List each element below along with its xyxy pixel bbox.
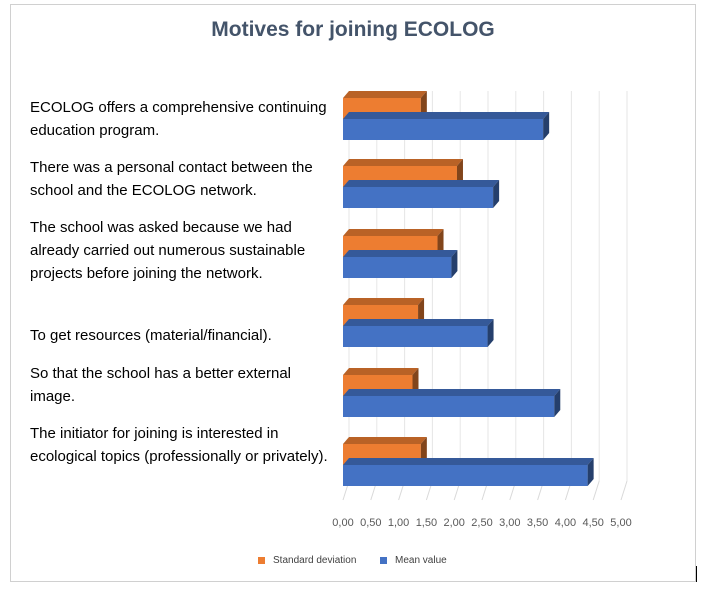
x-tick-label: 2,00 [443,517,464,529]
x-tick-label: 0,00 [332,517,353,529]
legend-swatch-std [258,557,265,564]
bar-std-1-top [343,91,427,98]
category-label-2: There was a personal contact between the… [30,159,313,199]
legend-label-std: Standard deviation [273,555,357,566]
gridline-floor [592,480,600,501]
bar-mean-5 [343,396,555,417]
bar-mean-5-top [343,389,561,396]
x-tick-label: 3,50 [527,517,548,529]
x-tick-label: 0,50 [360,517,381,529]
chart-title: Motives for joining ECOLOG [211,18,495,41]
bar-mean-2 [343,187,494,208]
legend-label-mean: Mean value [395,555,447,566]
legend-item-std: Standard deviation [258,555,356,566]
x-tick-label: 1,50 [416,517,437,529]
bar-mean-4-top [343,319,494,326]
bar-std-4-top [343,298,425,305]
x-tick-label: 3,00 [499,517,520,529]
chart-frame [10,4,696,582]
legend-swatch-mean [380,557,387,564]
bar-mean-1-side [543,112,550,140]
category-label-5: So that the school has a better external… [30,365,291,405]
edge-mark [696,566,697,582]
x-tick-label: 2,50 [471,517,492,529]
bar-mean-3 [343,257,452,278]
bar-mean-3-top [343,250,458,257]
category-label-6: The initiator for joining is interested … [30,425,328,465]
bar-mean-5-side [554,389,561,417]
bar-mean-3-side [451,250,458,278]
bar-mean-6-top [343,458,594,465]
bar-mean-4 [343,326,488,347]
bar-mean-6 [343,465,588,486]
bar-std-2-top [343,159,463,166]
bar-mean-1-top [343,112,550,119]
category-label-4: To get resources (material/financial). [30,327,272,344]
category-label-3: The school was asked because we had alre… [30,219,306,282]
bar-mean-4-side [487,319,494,347]
x-tick-label: 5,00 [610,517,631,529]
x-tick-label: 4,00 [555,517,576,529]
gridline-floor [620,480,628,501]
bar-mean-6-side [587,458,594,486]
legend-item-mean: Mean value [380,555,447,566]
bar-mean-2-side [493,180,500,208]
bar-std-3-top [343,229,444,236]
category-label-1: ECOLOG offers a comprehensive continuing… [30,99,327,139]
bar-mean-2-top [343,180,500,187]
bar-std-5-top [343,368,419,375]
x-tick-label: 4,50 [582,517,603,529]
bar-std-6-top [343,437,427,444]
bar-mean-1 [343,119,544,140]
x-tick-label: 1,00 [388,517,409,529]
